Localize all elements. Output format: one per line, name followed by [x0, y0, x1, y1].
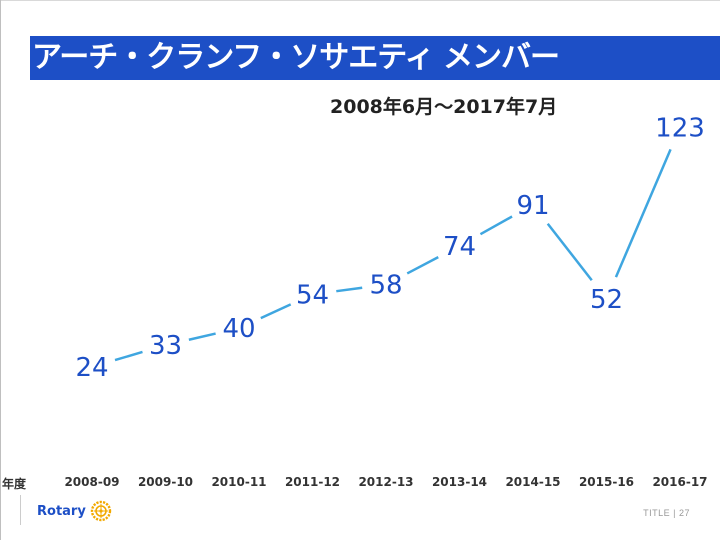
data-label: 52	[590, 285, 623, 315]
x-tick-layer: 2008-09 2009-10 2010-11 2011-12 2012-13 2013-…	[64, 475, 707, 489]
frame-top-border	[0, 0, 720, 1]
series-segment	[260, 303, 292, 320]
footer-separator	[20, 495, 21, 525]
slide-title: アーチ・クランフ・ソサエティ メンバー	[32, 40, 560, 75]
x-axis-title: 年度	[2, 477, 27, 491]
logo-text: Rotary	[37, 503, 86, 519]
x-tick-label: 2013-14	[432, 475, 487, 489]
rotary-logo: Rotary	[37, 500, 112, 522]
data-label: 123	[655, 113, 705, 143]
x-tick-label: 2010-11	[211, 475, 266, 489]
series-segment	[614, 148, 672, 278]
data-label: 58	[369, 271, 402, 301]
x-tick-label: 2015-16	[579, 475, 634, 489]
rotary-wheel-icon	[90, 500, 112, 522]
data-label: 40	[222, 314, 255, 344]
series-layer	[114, 148, 672, 362]
series-segment	[114, 350, 143, 362]
x-tick-label: 2011-12	[285, 475, 340, 489]
data-label: 33	[149, 331, 182, 361]
x-tick-label: 2009-10	[138, 475, 193, 489]
x-tick-label: 2014-15	[505, 475, 560, 489]
footer-note: TITLE | 27	[643, 508, 690, 518]
data-label: 24	[75, 353, 108, 383]
title-band	[30, 36, 720, 80]
slide-subtitle: 2008年6月～2017年7月	[330, 96, 558, 118]
x-tick-label: 2016-17	[652, 475, 707, 489]
x-tick-label: 2008-09	[64, 475, 119, 489]
frame-left-border	[0, 0, 1, 540]
series-segment	[479, 215, 513, 236]
series-segment	[546, 222, 593, 281]
series-segment	[188, 332, 216, 341]
x-tick-label: 2012-13	[358, 475, 413, 489]
data-label: 74	[443, 232, 476, 262]
data-label: 91	[516, 191, 549, 221]
series-segment	[336, 286, 363, 293]
series-segment	[406, 256, 439, 275]
point-label-layer: 24 33 40 54 58 74 91 52 123	[75, 113, 704, 383]
data-label: 54	[296, 280, 329, 310]
